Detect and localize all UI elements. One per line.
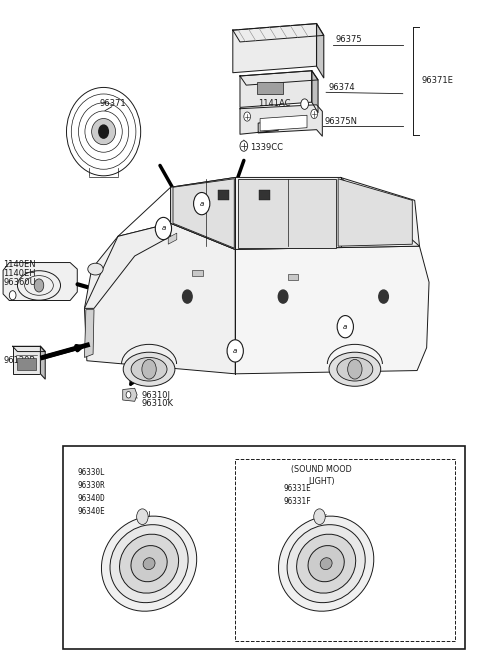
Polygon shape	[168, 233, 177, 244]
Circle shape	[182, 290, 192, 303]
Ellipse shape	[287, 525, 365, 603]
Circle shape	[126, 392, 131, 398]
Ellipse shape	[131, 358, 167, 381]
Circle shape	[379, 290, 388, 303]
Text: 96371: 96371	[100, 99, 127, 108]
Polygon shape	[170, 177, 235, 249]
Text: 1141AC: 1141AC	[258, 99, 291, 108]
Ellipse shape	[320, 558, 332, 569]
Ellipse shape	[110, 525, 188, 603]
Text: a: a	[200, 201, 204, 207]
Circle shape	[34, 279, 44, 292]
Polygon shape	[84, 223, 235, 374]
Text: 1140EH: 1140EH	[3, 269, 36, 278]
Polygon shape	[233, 24, 324, 42]
Circle shape	[244, 112, 251, 121]
Ellipse shape	[88, 263, 103, 275]
Text: 96331F: 96331F	[283, 497, 311, 506]
Bar	[235, 459, 456, 641]
Text: 96330L: 96330L	[77, 468, 105, 476]
Text: 96375: 96375	[336, 35, 362, 45]
Ellipse shape	[329, 352, 381, 386]
Text: 96340E: 96340E	[77, 507, 105, 516]
Circle shape	[67, 448, 83, 470]
Bar	[288, 274, 299, 279]
Polygon shape	[173, 178, 234, 248]
Polygon shape	[338, 178, 412, 246]
Circle shape	[337, 316, 353, 338]
Ellipse shape	[297, 534, 356, 593]
Polygon shape	[123, 388, 137, 401]
Text: 96375N: 96375N	[324, 117, 358, 127]
Text: a: a	[233, 348, 237, 354]
Polygon shape	[312, 71, 318, 113]
Text: a: a	[73, 456, 77, 462]
Bar	[259, 190, 270, 200]
Bar	[12, 346, 40, 374]
Circle shape	[301, 99, 309, 110]
Bar	[17, 358, 36, 370]
Text: 96360U: 96360U	[3, 278, 36, 287]
Ellipse shape	[120, 534, 179, 593]
Ellipse shape	[131, 546, 167, 582]
Text: 96310J: 96310J	[142, 391, 171, 400]
Bar	[218, 190, 229, 200]
Circle shape	[348, 359, 362, 379]
Text: LIGHT): LIGHT)	[308, 477, 335, 485]
Ellipse shape	[143, 558, 155, 569]
Text: 96371E: 96371E	[422, 76, 454, 85]
Polygon shape	[240, 71, 312, 108]
Ellipse shape	[101, 516, 197, 611]
Text: 96310K: 96310K	[142, 400, 174, 409]
Text: a: a	[343, 323, 348, 330]
Polygon shape	[235, 246, 429, 374]
Circle shape	[142, 359, 156, 379]
Polygon shape	[84, 310, 94, 358]
Polygon shape	[317, 24, 324, 78]
Ellipse shape	[123, 352, 175, 386]
Circle shape	[311, 110, 318, 119]
Text: 96331E: 96331E	[283, 484, 311, 493]
Circle shape	[9, 291, 16, 300]
Polygon shape	[238, 178, 336, 248]
Circle shape	[137, 509, 148, 525]
Circle shape	[278, 290, 288, 303]
Polygon shape	[84, 223, 170, 308]
Polygon shape	[12, 346, 45, 352]
Text: 96340D: 96340D	[77, 494, 105, 502]
Ellipse shape	[308, 546, 344, 582]
Circle shape	[193, 192, 210, 215]
Text: a: a	[161, 226, 166, 232]
Bar	[192, 270, 203, 276]
Circle shape	[314, 509, 325, 525]
Bar	[257, 82, 283, 94]
Circle shape	[240, 141, 248, 152]
Polygon shape	[240, 71, 318, 85]
Text: 96120P: 96120P	[3, 356, 35, 365]
Ellipse shape	[92, 119, 116, 145]
Text: 96374: 96374	[328, 83, 355, 92]
Polygon shape	[260, 115, 307, 131]
Circle shape	[156, 217, 171, 239]
Polygon shape	[170, 177, 420, 249]
Polygon shape	[40, 346, 45, 379]
Ellipse shape	[278, 516, 374, 611]
Polygon shape	[240, 105, 323, 136]
Bar	[63, 446, 465, 649]
Text: (SOUND MOOD: (SOUND MOOD	[291, 465, 352, 474]
Text: 96330R: 96330R	[77, 481, 105, 489]
Circle shape	[227, 340, 243, 362]
Text: 1339CC: 1339CC	[251, 144, 284, 152]
Text: 1140EN: 1140EN	[3, 260, 36, 269]
Polygon shape	[3, 262, 77, 300]
Polygon shape	[233, 24, 317, 73]
Circle shape	[99, 125, 108, 138]
Ellipse shape	[337, 358, 373, 381]
